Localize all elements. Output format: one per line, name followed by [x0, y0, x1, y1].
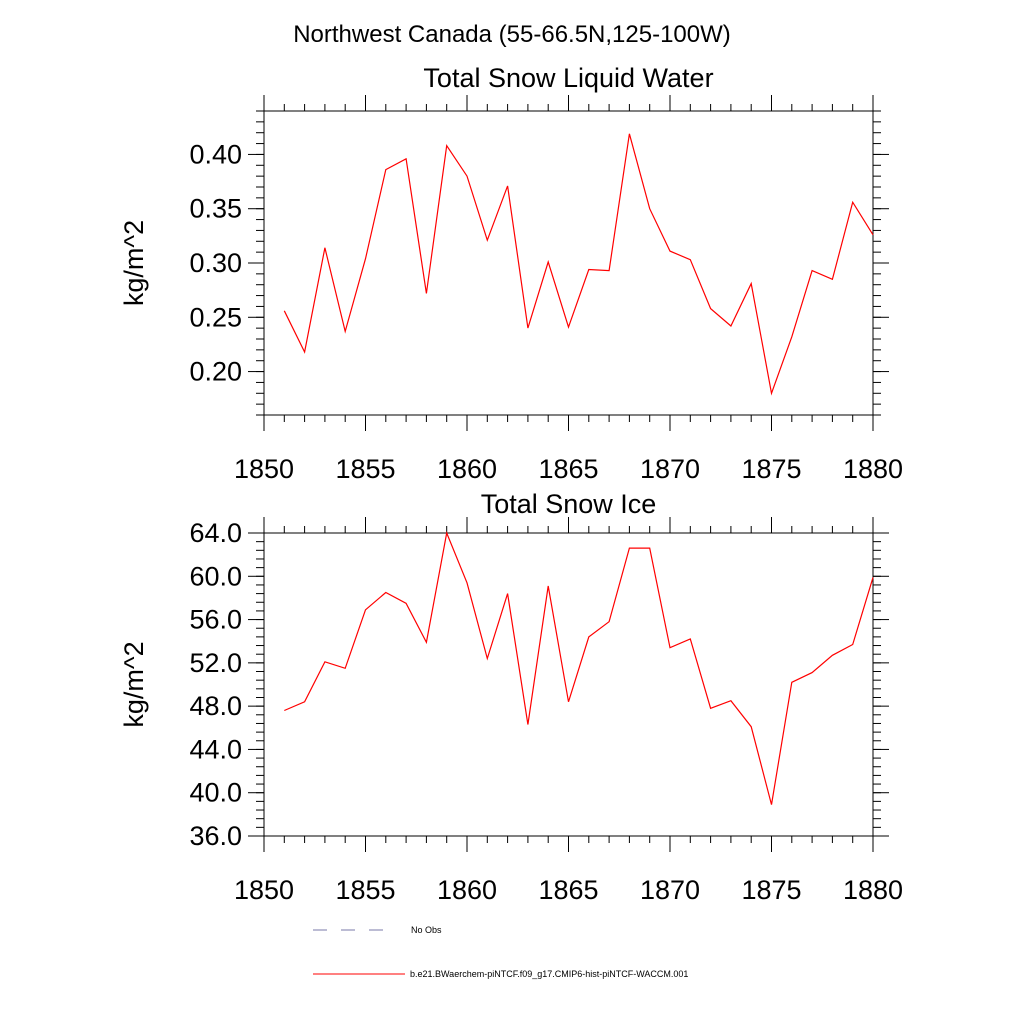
- x-tick-label: 1865: [538, 454, 598, 484]
- y-tick-label: 36.0: [189, 821, 242, 851]
- x-tick-label: 1880: [843, 875, 903, 905]
- x-tick-label: 1855: [335, 454, 395, 484]
- series-line-swl: [283, 133, 874, 396]
- x-tick-label: 1855: [335, 875, 395, 905]
- legend-label-no-obs: No Obs: [411, 925, 442, 935]
- legend-label-model: b.e21.BWaerchem-piNTCF.f09_g17.CMIP6-his…: [410, 969, 688, 979]
- y-tick-label: 40.0: [189, 778, 242, 808]
- y-tick-label: 0.40: [189, 139, 242, 169]
- x-tick-label: 1860: [437, 454, 497, 484]
- plot-frame: [263, 110, 874, 416]
- panel-snow-ice: Total Snow Ice kg/m^2 1850 1855 1860 1865 1870…: [119, 489, 903, 905]
- y-tick-label: 44.0: [189, 734, 242, 764]
- y-tick-label: 48.0: [189, 691, 242, 721]
- x-tick-label: 1865: [538, 875, 598, 905]
- y-tick-label: 56.0: [189, 605, 242, 635]
- y-axis-label: kg/m^2: [119, 641, 149, 727]
- y-axis-label: kg/m^2: [119, 220, 149, 306]
- y-tick-label: 0.25: [189, 302, 242, 332]
- y-tick-label: 0.30: [189, 248, 242, 278]
- x-tick-label: 1875: [741, 875, 801, 905]
- y-tick-label: 64.0: [189, 518, 242, 548]
- x-tick-label: 1850: [234, 454, 294, 484]
- x-tick-label: 1870: [640, 875, 700, 905]
- y-tick-label: 0.20: [189, 357, 242, 387]
- x-tick-label: 1875: [741, 454, 801, 484]
- series-line-ice: [284, 530, 874, 805]
- panel-title: Total Snow Ice: [481, 489, 657, 519]
- panel-title: Total Snow Liquid Water: [423, 63, 713, 93]
- y-tick-label: 52.0: [189, 648, 242, 678]
- legend: No Obs b.e21.BWaerchem-piNTCF.f09_g17.CM…: [313, 925, 688, 979]
- x-tick-label: 1880: [843, 454, 903, 484]
- x-tick-label: 1850: [234, 875, 294, 905]
- panel-snow-liquid-water: Total Snow Liquid Water kg/m^2 1850 1855 186…: [119, 63, 903, 484]
- plot-frame: [263, 532, 874, 837]
- y-tick-label: 0.35: [189, 194, 242, 224]
- x-tick-label: 1860: [437, 875, 497, 905]
- x-tick-label: 1870: [640, 454, 700, 484]
- y-tick-label: 60.0: [189, 561, 242, 591]
- figure-title: Northwest Canada (55-66.5N,125-100W): [293, 21, 731, 48]
